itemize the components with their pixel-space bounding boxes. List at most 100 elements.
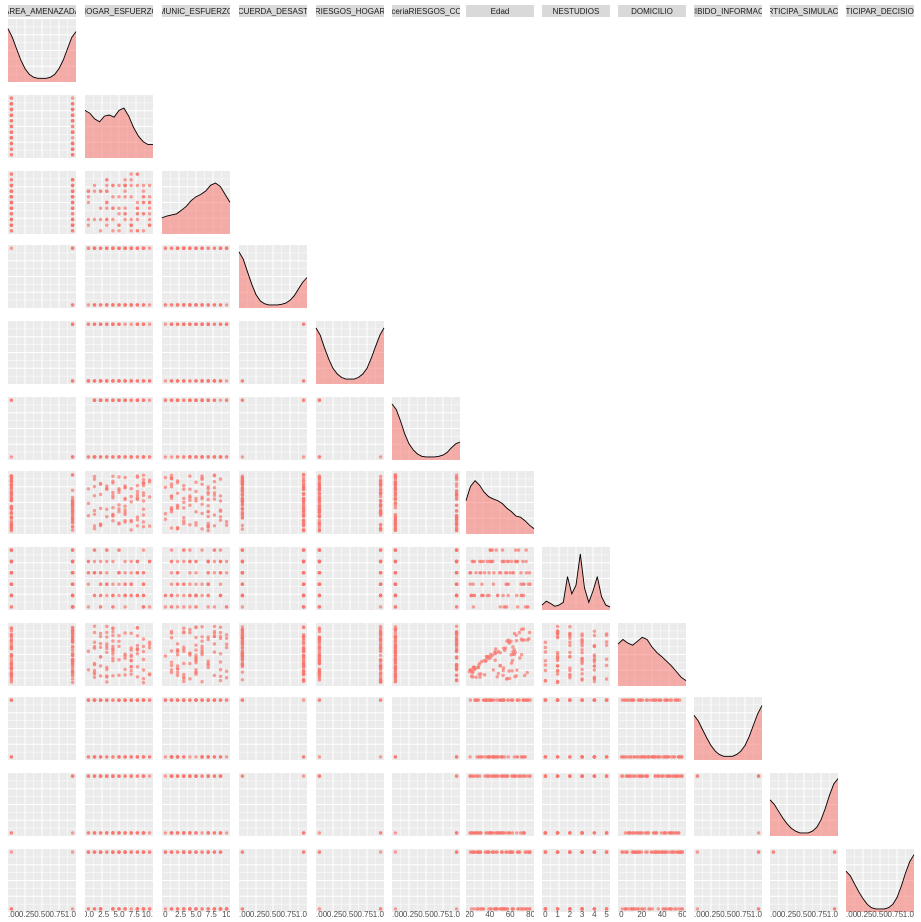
scatter-point [188, 571, 192, 575]
scatter-point [501, 666, 506, 670]
scatter-point [135, 492, 140, 497]
scatter-point [117, 206, 121, 210]
scatter-point [212, 486, 217, 490]
scatter-point [129, 183, 133, 188]
scatter-point [169, 649, 174, 653]
scatter-point [141, 379, 146, 383]
scatter-point [317, 496, 322, 500]
scatter-point [212, 642, 217, 646]
strip-6 [466, 5, 534, 17]
scatter-point [491, 668, 495, 672]
scatter-point [626, 831, 630, 835]
scatter-point [200, 398, 204, 402]
scatter-point [555, 652, 560, 657]
scatter-point [580, 755, 584, 759]
scatter-point [117, 850, 121, 854]
scatter-point [501, 673, 505, 678]
scatter-point [484, 698, 489, 702]
scatter-point [378, 649, 383, 654]
scatter-point [117, 639, 121, 643]
scatter-point [92, 774, 97, 778]
scatter-point [301, 640, 306, 645]
scatter-point [638, 831, 642, 835]
scatter-point [92, 322, 97, 326]
scatter-point [524, 548, 528, 552]
scatter-point [194, 246, 198, 250]
scatter-point [105, 593, 109, 598]
scatter-point [317, 582, 322, 586]
scatter-point [393, 548, 398, 552]
scatter-point [9, 479, 14, 484]
scatter-point [468, 831, 473, 835]
scatter-point [218, 518, 223, 522]
scatter-point [501, 646, 506, 650]
scatter-point [92, 640, 97, 644]
scatter-point [498, 605, 502, 609]
scatter-point [92, 398, 97, 402]
scatter-point [182, 487, 186, 491]
scatter-point [224, 322, 229, 326]
scatter-point [498, 663, 502, 668]
scatter-point [206, 559, 210, 564]
scatter-point [378, 510, 383, 515]
scatter-point [111, 659, 115, 663]
scatter-point [9, 698, 14, 702]
scatter-point [522, 774, 526, 778]
scatter-point [163, 593, 168, 598]
scatter-point [182, 506, 186, 510]
scatter-point [141, 850, 146, 854]
density-line [161, 182, 231, 219]
scatter-point [454, 624, 459, 628]
scatter-point [212, 474, 217, 478]
scatter-point [169, 668, 174, 672]
scatter-point [111, 850, 115, 854]
scatter-point [568, 650, 572, 655]
strip-label: MUNIC_ESFUERZO [159, 7, 233, 16]
scatter-point [194, 774, 198, 778]
scatter-point [86, 907, 91, 911]
scatter-point [169, 473, 174, 477]
scatter-point [169, 526, 174, 530]
scatter-point [98, 522, 103, 526]
scatter-point [117, 755, 121, 759]
scatter-point [117, 582, 121, 586]
scatter-point [393, 516, 398, 521]
scatter-point [378, 482, 383, 486]
scatter-point [135, 322, 140, 326]
scatter-point [70, 189, 75, 193]
scatter-point [218, 831, 223, 835]
scatter-point [98, 189, 103, 193]
scatter-point [141, 593, 146, 598]
scatter-point [117, 658, 121, 662]
scatter-point [98, 698, 103, 702]
scatter-point [117, 593, 121, 598]
scatter-point [135, 474, 140, 478]
scatter-point [188, 651, 192, 655]
scatter-point [568, 625, 572, 629]
scatter-point [147, 206, 152, 210]
scatter-point [454, 605, 459, 609]
scatter-point [70, 520, 75, 524]
scatter-point [301, 523, 306, 527]
scatter-point [673, 698, 677, 702]
scatter-point [580, 648, 584, 652]
density-area [694, 705, 762, 760]
scatter-point [86, 649, 91, 653]
scatter-point [240, 527, 245, 531]
scatter-point [9, 528, 14, 532]
scatter-point [635, 755, 639, 759]
scatter-point [393, 658, 398, 662]
scatter-point [240, 499, 245, 503]
scatter-point [105, 246, 109, 250]
scatter-point [194, 653, 198, 657]
scatter-point [117, 503, 121, 507]
scatter-point [482, 673, 487, 677]
scatter-point [475, 831, 479, 835]
scatter-point [111, 506, 115, 510]
scatter-point [454, 503, 459, 507]
scatter-point [604, 774, 609, 778]
scatter-point [117, 571, 121, 575]
scatter-point [317, 831, 322, 835]
strip-label: RECUERDA_DESASTRE [227, 7, 319, 16]
scatter-point [454, 755, 459, 759]
